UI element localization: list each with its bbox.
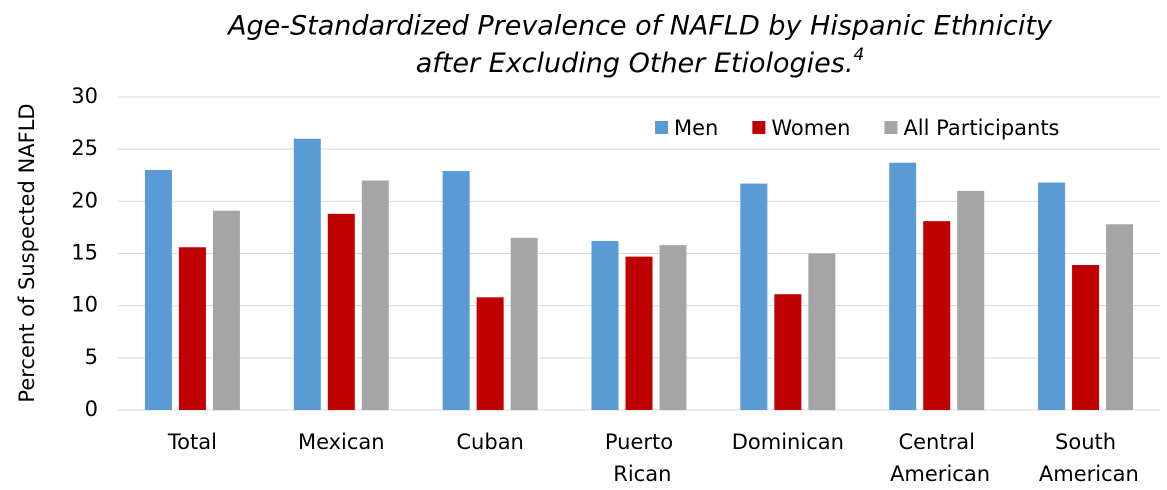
bar xyxy=(327,213,355,410)
bar xyxy=(889,162,917,410)
bar xyxy=(774,294,802,410)
bar xyxy=(212,210,240,410)
bar xyxy=(178,247,206,410)
bar xyxy=(442,171,470,410)
legend-label: Women xyxy=(771,116,850,140)
bar xyxy=(510,237,538,410)
bar xyxy=(740,183,768,410)
bar xyxy=(1072,264,1100,410)
x-tick-label: Mexican xyxy=(298,430,385,454)
y-tick-label: 30 xyxy=(71,84,98,108)
x-tick-label: Central American xyxy=(883,430,990,486)
bar xyxy=(591,240,619,410)
legend-swatch xyxy=(884,121,898,134)
legend-swatch xyxy=(752,121,766,134)
bar xyxy=(923,221,951,410)
bar xyxy=(808,253,836,410)
title-footnote: 4 xyxy=(853,45,864,65)
bar xyxy=(293,138,321,410)
chart-title: after Excluding Other Etiologies.4 xyxy=(416,45,865,79)
bar xyxy=(361,180,389,410)
bar xyxy=(659,245,687,410)
bar xyxy=(476,297,504,410)
chart-title: after Excluding Other Etiologies. xyxy=(416,48,854,79)
y-tick-label: 5 xyxy=(85,345,98,369)
x-tick-label: South American xyxy=(1032,430,1139,486)
x-tick-label: Total xyxy=(167,430,217,454)
y-axis-label: Percent of Suspected NAFLD xyxy=(15,103,39,402)
x-tick-label: Dominican xyxy=(732,430,844,454)
legend-label: All Participants xyxy=(903,116,1059,140)
bar xyxy=(625,256,653,410)
legend-label: Men xyxy=(674,116,718,140)
y-tick-label: 20 xyxy=(71,188,98,212)
y-tick-label: 0 xyxy=(85,397,98,421)
bar xyxy=(1038,182,1066,410)
y-tick-label: 10 xyxy=(71,293,98,317)
x-tick-label: Puerto Rican xyxy=(605,430,673,486)
x-tick-label: Cuban xyxy=(456,430,523,454)
y-tick-label: 15 xyxy=(71,241,98,265)
bar xyxy=(957,190,985,410)
y-tick-label: 25 xyxy=(71,136,98,160)
bar xyxy=(1106,224,1134,410)
chart-title: Age-Standardized Prevalence of NAFLD by … xyxy=(226,11,1053,42)
legend-swatch xyxy=(655,121,668,134)
bar xyxy=(144,170,172,410)
